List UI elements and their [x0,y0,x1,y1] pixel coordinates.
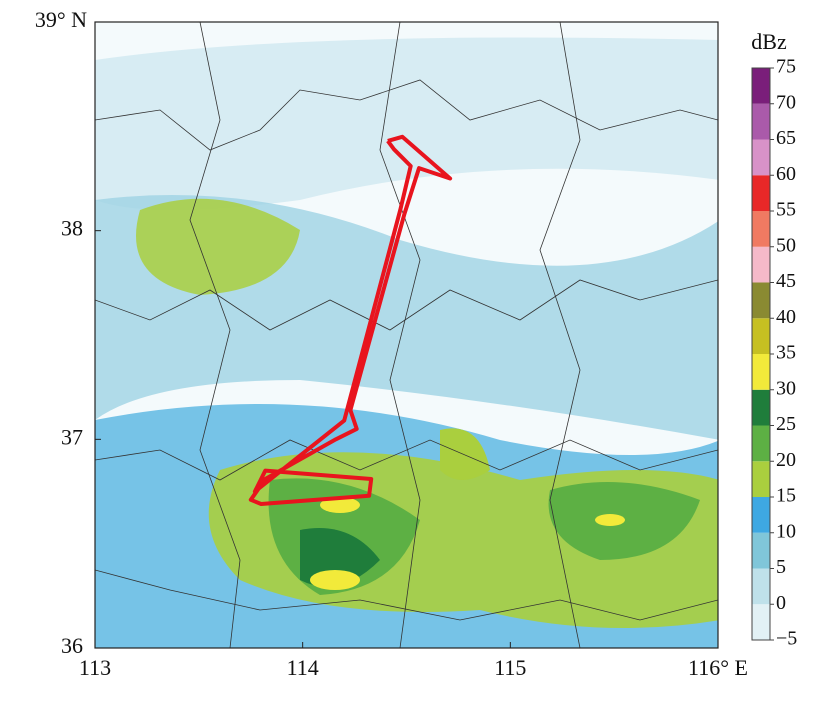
colorbar-label: −5 [776,628,797,650]
colorbar-bin [752,604,770,640]
colorbar-label: 55 [776,199,796,221]
colorbar-bin [752,139,770,176]
colorbar-label: 5 [776,556,786,578]
colorbar-label: 65 [776,127,796,149]
colorbar-bin [752,211,770,247]
colorbar-bin [752,425,770,462]
colorbar-label: 70 [776,91,796,113]
colorbar-bin [752,497,770,533]
y-tick-label: 38 [61,216,83,241]
colorbar-label: 0 [776,592,786,614]
flight-track [248,134,453,506]
colorbar-title: dBz [751,29,787,54]
x-tick-label: 113 [79,655,111,680]
colorbar-bin [752,246,770,283]
colorbar-label: 40 [776,306,796,328]
colorbar-bin [752,568,770,605]
colorbar-bin [752,282,770,319]
colorbar-bin [752,175,770,211]
colorbar-bin [752,318,770,354]
colorbar-bin [752,461,770,497]
colorbar-bin [752,389,770,426]
colorbar-label: 20 [776,449,796,471]
colorbar-label: 50 [776,234,796,256]
colorbar-label: 45 [776,270,796,292]
colorbar-bin [752,354,770,390]
colorbar-label: 60 [776,163,796,185]
colorbar-label: 10 [776,520,796,542]
colorbar-label: 15 [776,485,796,507]
x-tick-label: 114 [287,655,319,680]
x-tick-label: 115 [494,655,526,680]
radar-field [95,22,718,648]
colorbar-label: 30 [776,377,796,399]
colorbar-bin [752,68,770,104]
colorbar-label: 35 [776,342,796,364]
colorbar-bin [752,103,770,140]
y-tick-label: 36 [61,633,83,658]
colorbar-label: 25 [776,413,796,435]
colorbar-label: 75 [776,56,796,78]
y-tick-label: 39° N [35,7,87,32]
map-frame [94,21,719,649]
y-tick-label: 37 [61,424,83,449]
x-tick-label: 116° E [688,655,748,680]
colorbar-bin [752,532,770,569]
